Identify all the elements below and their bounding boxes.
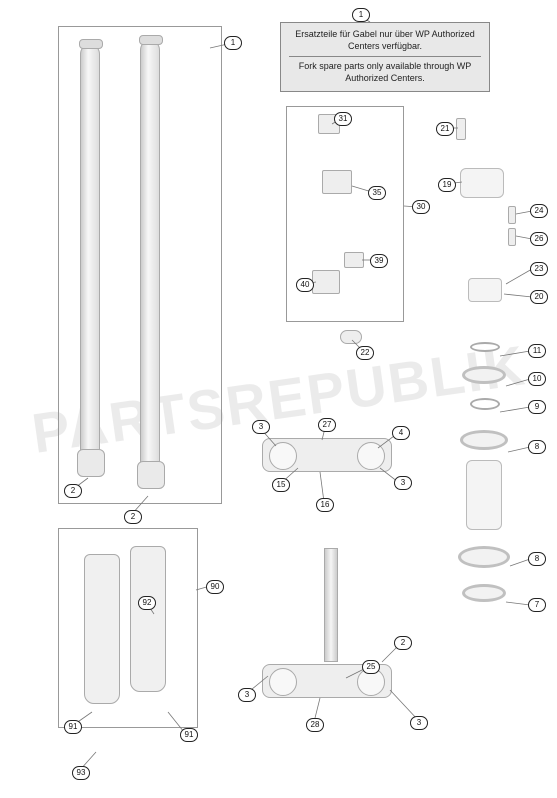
callout-4: 4 — [392, 426, 410, 440]
callout-1: 1 — [352, 8, 370, 22]
callout-25: 25 — [362, 660, 380, 674]
leader-lines — [0, 0, 557, 798]
callout-9: 9 — [528, 400, 546, 414]
callout-8: 8 — [528, 552, 546, 566]
callout-1: 1 — [224, 36, 242, 50]
callout-3: 3 — [394, 476, 412, 490]
callout-21: 21 — [436, 122, 454, 136]
callout-15: 15 — [272, 478, 290, 492]
callout-2: 2 — [394, 636, 412, 650]
callout-11: 11 — [528, 344, 546, 358]
callout-3: 3 — [238, 688, 256, 702]
callout-3: 3 — [252, 420, 270, 434]
callout-24: 24 — [530, 204, 548, 218]
callout-91: 91 — [180, 728, 198, 742]
callout-35: 35 — [368, 186, 386, 200]
callout-93: 93 — [72, 766, 90, 780]
callout-16: 16 — [316, 498, 334, 512]
callout-22: 22 — [356, 346, 374, 360]
callout-30: 30 — [412, 200, 430, 214]
callout-92: 92 — [138, 596, 156, 610]
callout-2: 2 — [64, 484, 82, 498]
callout-7: 7 — [528, 598, 546, 612]
callout-3: 3 — [410, 716, 428, 730]
callout-31: 31 — [334, 112, 352, 126]
callout-2: 2 — [124, 510, 142, 524]
callout-19: 19 — [438, 178, 456, 192]
callout-40: 40 — [296, 278, 314, 292]
callout-27: 27 — [318, 418, 336, 432]
callout-91: 91 — [64, 720, 82, 734]
callout-10: 10 — [528, 372, 546, 386]
callout-28: 28 — [306, 718, 324, 732]
callout-8: 8 — [528, 440, 546, 454]
diagram-canvas: PARTSREPUBLIK Ersatzteile für Gabel nur … — [0, 0, 557, 798]
callout-20: 20 — [530, 290, 548, 304]
callout-39: 39 — [370, 254, 388, 268]
callout-90: 90 — [206, 580, 224, 594]
callout-23: 23 — [530, 262, 548, 276]
callout-26: 26 — [530, 232, 548, 246]
